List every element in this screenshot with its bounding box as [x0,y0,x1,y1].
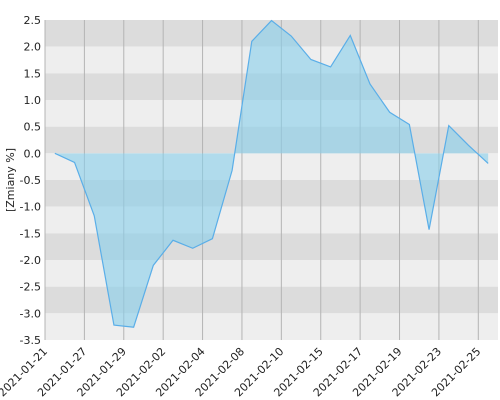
y-tick-label: 2.0 [24,41,42,54]
y-tick-label: 2.5 [24,14,42,27]
y-tick-label: -3.5 [20,334,41,347]
area [54,20,489,328]
y-axis-label: [Zmiany %] [4,148,17,212]
y-tick-label: -1.0 [20,201,41,214]
y-tick-label: 0.5 [24,121,42,134]
line [54,19,489,328]
y-tick-label: -2.5 [20,281,41,294]
y-tick-label: 1.0 [24,94,42,107]
y-tick-label: -3.0 [20,307,41,320]
y-tick-label: -0.5 [20,174,41,187]
y-tick-label: 1.5 [24,67,42,80]
y-tick-label: 0.0 [24,147,42,160]
y-tick-label: -2.0 [20,254,41,267]
y-tick-label: -1.5 [20,227,41,240]
